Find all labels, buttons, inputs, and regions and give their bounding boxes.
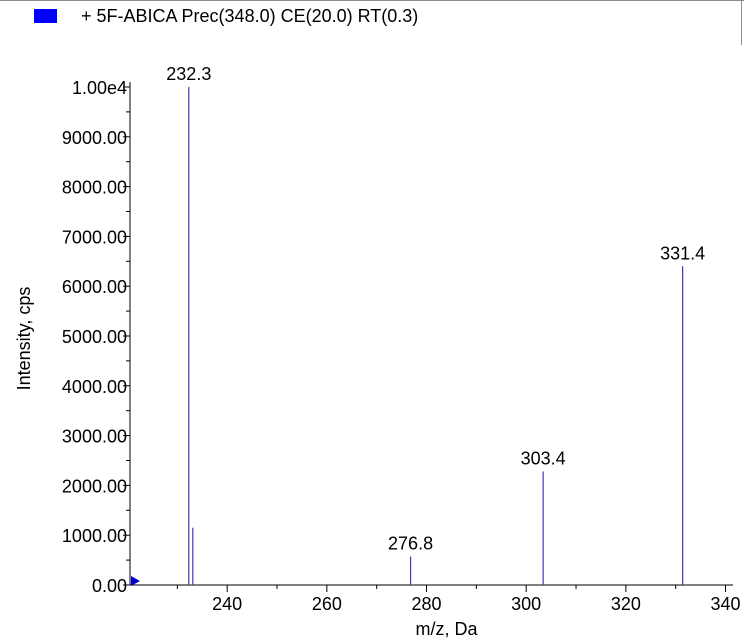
y-tick-label: 9000.00	[62, 128, 127, 148]
x-axis-title: m/z, Da	[415, 619, 478, 639]
y-tick-label: 5000.00	[62, 327, 127, 347]
peak-label: 232.3	[166, 64, 211, 84]
y-tick-label: 4000.00	[62, 377, 127, 397]
y-tick-label: 1.00e4	[72, 78, 127, 98]
y-tick-label: 3000.00	[62, 427, 127, 447]
peak-label: 303.4	[521, 448, 566, 468]
y-tick-label: 8000.00	[62, 178, 127, 198]
x-tick-label: 320	[611, 594, 641, 614]
x-tick-label: 300	[511, 594, 541, 614]
peak-label: 276.8	[388, 534, 433, 554]
x-tick-label: 280	[411, 594, 441, 614]
legend-swatch	[34, 9, 57, 23]
y-tick-label: 6000.00	[62, 277, 127, 297]
y-tick-label: 0.00	[92, 576, 127, 596]
legend-label: + 5F-ABICA Prec(348.0) CE(20.0) RT(0.3)	[81, 5, 419, 26]
y-tick-label: 2000.00	[62, 476, 127, 496]
y-tick-label: 1000.00	[62, 526, 127, 546]
y-tick-label: 7000.00	[62, 227, 127, 247]
baseline-marker-icon[interactable]	[131, 576, 140, 586]
x-tick-label: 260	[312, 594, 342, 614]
top-border-line	[0, 0, 744, 1]
x-tick-label: 240	[212, 594, 242, 614]
y-axis-title: Intensity, cps	[14, 287, 34, 391]
x-tick-label: 340	[711, 594, 741, 614]
right-border-line	[741, 0, 742, 45]
peak-label: 331.4	[660, 243, 705, 263]
legend: + 5F-ABICA Prec(348.0) CE(20.0) RT(0.3)	[34, 6, 418, 26]
